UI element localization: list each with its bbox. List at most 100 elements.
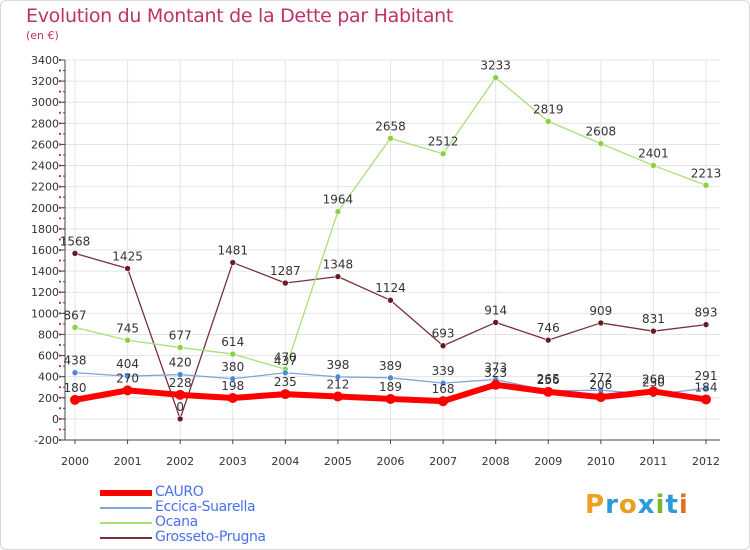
y-tick-label: 3200 bbox=[31, 75, 59, 88]
y-tick-label: 2200 bbox=[31, 181, 59, 194]
data-label: 2213 bbox=[691, 166, 722, 180]
y-tick-label: 2800 bbox=[31, 117, 59, 130]
axis-marker bbox=[59, 386, 61, 389]
data-label: 180 bbox=[64, 381, 87, 395]
x-tick-label: 2000 bbox=[61, 455, 89, 468]
axis-marker bbox=[59, 143, 61, 146]
data-point-grosseto-prugna bbox=[702, 321, 710, 328]
legend-label: CAURO bbox=[155, 484, 204, 500]
axis-marker bbox=[59, 322, 61, 325]
data-label: 235 bbox=[274, 375, 297, 389]
data-point-eccica-suarella bbox=[282, 369, 289, 377]
axis-marker bbox=[59, 132, 61, 135]
y-tick-label: 1600 bbox=[31, 244, 59, 257]
data-label: 228 bbox=[169, 376, 192, 390]
axis-marker bbox=[59, 259, 61, 262]
data-label: 746 bbox=[537, 321, 560, 335]
logo-letter: t bbox=[665, 490, 679, 520]
y-tick-label: 1000 bbox=[31, 307, 59, 320]
data-point-cauro bbox=[385, 393, 396, 404]
y-tick-label: 3400 bbox=[31, 54, 59, 67]
axis-marker bbox=[59, 270, 61, 273]
data-point-ocana bbox=[229, 350, 237, 358]
data-point-cauro bbox=[175, 389, 186, 400]
data-point-ocana bbox=[597, 140, 605, 147]
data-label: 373 bbox=[484, 361, 507, 375]
x-tick-label: 2005 bbox=[324, 455, 352, 468]
x-tick-label: 2010 bbox=[587, 455, 615, 468]
data-point-grosseto-prugna bbox=[229, 259, 237, 266]
data-point-cauro bbox=[122, 385, 133, 396]
y-tick-label: 800 bbox=[38, 328, 59, 341]
x-tick-label: 2012 bbox=[692, 455, 720, 468]
data-point-cauro bbox=[701, 394, 711, 405]
logo-letter: i bbox=[655, 490, 666, 520]
data-point-cauro bbox=[227, 392, 238, 403]
axis-marker bbox=[59, 238, 61, 241]
data-point-cauro bbox=[648, 386, 659, 397]
y-tick-label: 3000 bbox=[31, 96, 59, 109]
y-tick-label: 600 bbox=[38, 350, 59, 363]
axis-marker bbox=[59, 354, 61, 357]
data-label: 265 bbox=[537, 372, 560, 386]
data-point-eccica-suarella bbox=[229, 375, 237, 383]
x-tick-label: 2007 bbox=[429, 455, 457, 468]
axis-marker bbox=[59, 90, 61, 93]
data-label: 168 bbox=[432, 382, 455, 396]
data-point-grosseto-prugna bbox=[439, 342, 447, 350]
data-label: 291 bbox=[695, 369, 718, 383]
data-label: 438 bbox=[64, 354, 87, 368]
data-label: 1287 bbox=[270, 264, 301, 278]
proxiti-logo: Proxiti bbox=[585, 490, 689, 520]
data-point-grosseto-prugna bbox=[492, 319, 499, 326]
y-tick-label: 2600 bbox=[31, 138, 59, 151]
data-point-grosseto-prugna bbox=[334, 273, 342, 280]
data-label: 0 bbox=[176, 400, 184, 414]
data-point-cauro bbox=[438, 396, 449, 407]
data-label: 1481 bbox=[217, 244, 248, 258]
x-tick-label: 2002 bbox=[166, 455, 194, 468]
data-point-ocana bbox=[334, 208, 342, 215]
y-tick-label: 2000 bbox=[31, 202, 59, 215]
logo-letter: i bbox=[678, 490, 689, 520]
y-tick-label: 200 bbox=[38, 392, 59, 405]
data-label: 3233 bbox=[480, 59, 511, 73]
axis-marker bbox=[59, 111, 61, 114]
data-point-ocana bbox=[71, 324, 79, 331]
chart-title: Evolution du Montant de la Dette par Hab… bbox=[26, 5, 454, 27]
data-point-grosseto-prugna bbox=[71, 250, 79, 257]
legend-swatch bbox=[100, 522, 152, 524]
data-label: 404 bbox=[116, 357, 139, 371]
x-tick-label: 2004 bbox=[271, 455, 299, 468]
data-point-grosseto-prugna bbox=[544, 336, 552, 344]
data-label: 198 bbox=[221, 379, 244, 393]
data-point-ocana bbox=[702, 181, 710, 189]
axis-marker bbox=[59, 164, 61, 167]
data-point-cauro bbox=[280, 389, 291, 400]
data-label: 270 bbox=[116, 371, 139, 385]
data-label: 189 bbox=[379, 380, 402, 394]
data-label: 2819 bbox=[533, 102, 564, 116]
data-point-ocana bbox=[124, 336, 131, 344]
data-label: 260 bbox=[642, 372, 665, 386]
data-point-cauro bbox=[490, 379, 501, 390]
y-tick-label: -200 bbox=[34, 434, 59, 447]
axis-marker bbox=[59, 122, 61, 125]
data-label: 339 bbox=[432, 364, 455, 378]
data-label: 893 bbox=[695, 306, 718, 320]
axis-marker bbox=[59, 101, 61, 104]
data-point-eccica-suarella bbox=[176, 371, 184, 378]
data-point-eccica-suarella bbox=[124, 372, 131, 380]
axis-marker bbox=[59, 439, 61, 441]
y-tick-label: 1200 bbox=[31, 286, 59, 299]
data-label: 614 bbox=[221, 335, 244, 349]
axis-marker bbox=[59, 280, 61, 283]
legend-swatch bbox=[100, 507, 152, 509]
axis-marker bbox=[59, 185, 61, 188]
data-label: 677 bbox=[169, 328, 192, 342]
data-point-ocana bbox=[439, 150, 447, 158]
data-label: 1348 bbox=[323, 258, 354, 272]
x-tick-label: 2009 bbox=[534, 455, 562, 468]
axis-marker bbox=[59, 227, 61, 230]
x-tick-label: 2008 bbox=[482, 455, 510, 468]
